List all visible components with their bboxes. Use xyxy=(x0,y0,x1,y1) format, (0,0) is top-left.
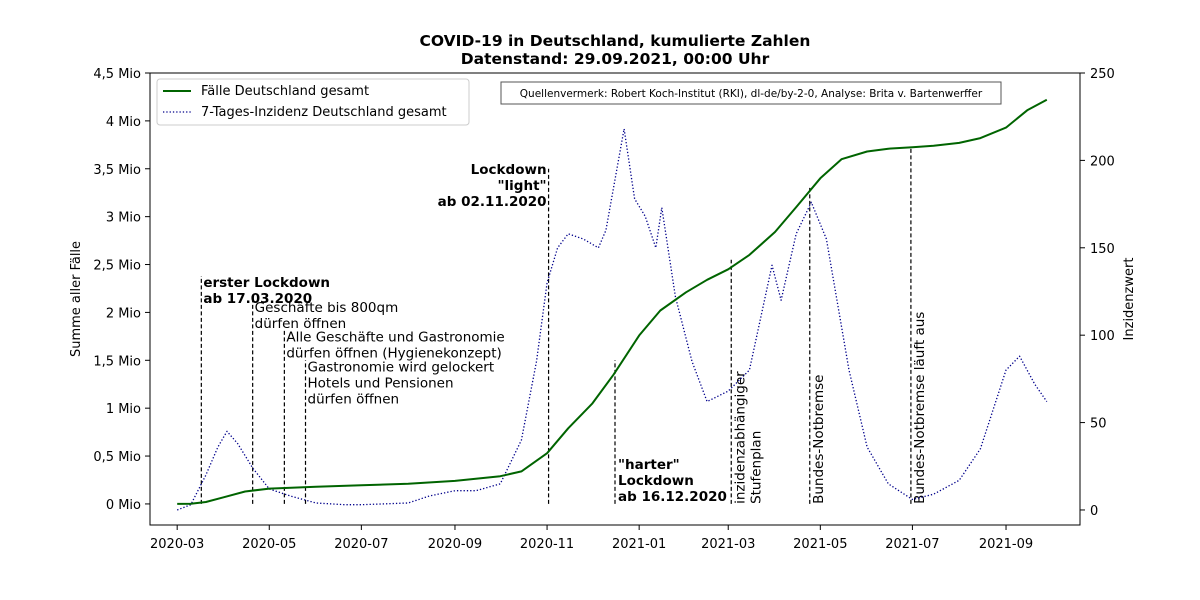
x-tick-label: 2020-09 xyxy=(428,537,482,552)
x-tick-label: 2021-07 xyxy=(885,537,939,552)
y-left-tick-label: 0,5 Mio xyxy=(93,450,141,465)
y-left-tick-label: 3,5 Mio xyxy=(93,163,141,178)
y-left-tick-label: 4,5 Mio xyxy=(93,67,141,82)
x-tick-label: 2021-05 xyxy=(793,537,847,552)
event-label-line: dürfen öffnen xyxy=(255,316,347,332)
y-left-tick-label: 1 Mio xyxy=(106,402,141,417)
plot-area xyxy=(149,72,1081,526)
event-label-line: "light" xyxy=(498,178,547,194)
x-tick-label: 2021-09 xyxy=(979,537,1033,552)
source-note-box xyxy=(500,81,1002,105)
x-tick-label: 2020-07 xyxy=(334,537,388,552)
y-left-tick-label: 4 Mio xyxy=(106,115,141,130)
y-right-tick-label: 150 xyxy=(1090,242,1115,257)
y-axis-label-right: Inzidenzwert xyxy=(1122,258,1137,341)
event-label-line: ab 16.12.2020 xyxy=(618,489,727,505)
x-tick-label: 2020-11 xyxy=(520,537,574,552)
x-tick-label: 2020-03 xyxy=(150,537,204,552)
event-label-line: Bundes-Notbremse läuft aus xyxy=(912,312,928,504)
event-label-line: dürfen öffnen xyxy=(308,391,400,407)
x-tick-label: 2020-05 xyxy=(242,537,296,552)
legend-label-incidence: 7-Tages-Inzidenz Deutschland gesamt xyxy=(201,105,447,120)
event-label-line: Geschäfte bis 800qm xyxy=(255,300,399,316)
event-label-line: "harter" xyxy=(618,457,680,473)
y-right-tick-label: 250 xyxy=(1090,67,1115,82)
plot-frame xyxy=(149,72,1081,526)
chart-title: COVID-19 in Deutschland, kumulierte Zahl… xyxy=(420,32,811,50)
y-axis-label-left: Summe aller Fälle xyxy=(69,241,84,357)
y-right-tick-label: 0 xyxy=(1090,504,1098,519)
y-axis-left: 0 Mio 0,5 Mio 1 Mio 1,5 Mio 2 Mio 2,5 Mio 3 Mi… xyxy=(93,67,150,513)
event-label-line: inzidenzabhängiger xyxy=(732,371,748,504)
legend: Fälle Deutschland gesamt 7-Tages-Inziden… xyxy=(156,78,470,126)
y-left-tick-label: 3 Mio xyxy=(106,211,141,226)
y-left-tick-label: 2 Mio xyxy=(106,306,141,321)
series-line-incidence xyxy=(176,128,1048,511)
event-label-line: ab 17.03.2020 xyxy=(203,291,312,307)
event-label: Bundes-Notbremse xyxy=(811,374,827,503)
x-axis: 2020-03 2020-05 2020-07 2020-09 2020-11 2021-… xyxy=(150,525,1033,552)
legend-label-cases: Fälle Deutschland gesamt xyxy=(201,84,369,99)
event-label-line: erster Lockdown xyxy=(203,275,330,291)
event-label-line: Alle Geschäfte und Gastronomie xyxy=(286,330,504,346)
event-label-line: Bundes-Notbremse xyxy=(811,374,827,503)
source-note: Quellenvermerk: Robert Koch-Institut (RK… xyxy=(500,81,1002,105)
event-label-line: ab 02.11.2020 xyxy=(438,194,547,210)
event-label-line: Lockdown xyxy=(618,473,694,489)
event-label-line: dürfen öffnen (Hygienekonzept) xyxy=(286,346,501,362)
event-label: inzidenzabhängigerStufenplan xyxy=(732,371,764,504)
y-right-tick-label: 50 xyxy=(1090,417,1107,432)
source-note-text: Quellenvermerk: Robert Koch-Institut (RK… xyxy=(520,88,983,100)
y-left-tick-label: 1,5 Mio xyxy=(93,354,141,369)
y-left-tick-label: 0 Mio xyxy=(106,498,141,513)
y-axis-right: 0 50 100 150 200 250 xyxy=(1080,67,1115,519)
event-label-line: Hotels und Pensionen xyxy=(308,375,454,391)
event-label: Bundes-Notbremse läuft aus xyxy=(912,312,928,504)
event-label-line: Lockdown xyxy=(471,162,547,178)
chart-subtitle: Datenstand: 29.09.2021, 00:00 Uhr xyxy=(461,50,770,68)
x-tick-label: 2021-01 xyxy=(612,537,666,552)
event-label-line: Gastronomie wird gelockert xyxy=(308,359,495,375)
series-layer xyxy=(176,98,1048,511)
y-right-tick-label: 200 xyxy=(1090,154,1115,169)
series-line-cases xyxy=(177,98,1048,505)
legend-box xyxy=(156,78,470,126)
event-label-line: Stufenplan xyxy=(748,431,764,504)
x-tick-label: 2021-03 xyxy=(701,537,755,552)
y-right-tick-label: 100 xyxy=(1090,329,1115,344)
y-left-tick-label: 2,5 Mio xyxy=(93,259,141,274)
